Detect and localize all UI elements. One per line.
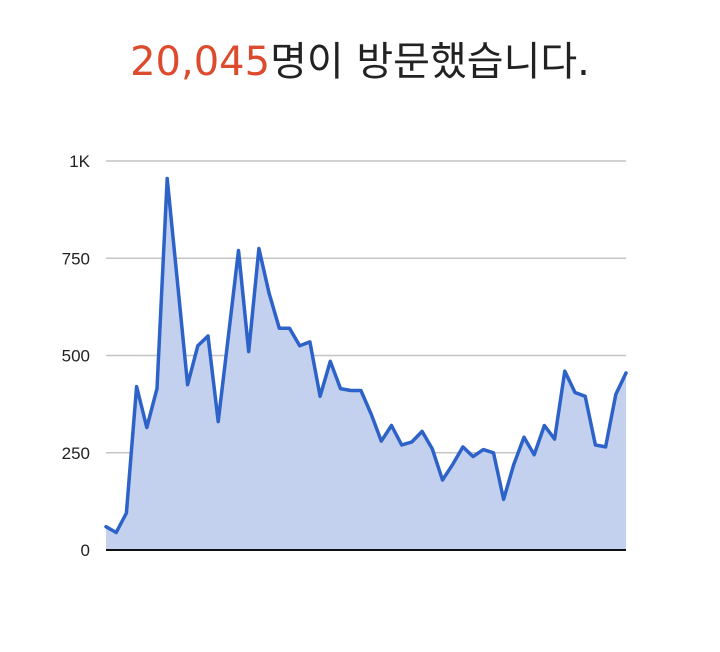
y-tick-label: 250 <box>62 444 90 463</box>
y-axis-ticks: 0 250 500 750 1K <box>62 152 91 560</box>
y-tick-label: 750 <box>62 249 90 268</box>
y-tick-label: 0 <box>81 541 90 560</box>
series-line <box>104 176 628 535</box>
headline: 20,045명이 방문했습니다. <box>0 34 720 90</box>
y-tick-label: 500 <box>62 347 90 366</box>
headline-suffix: 명이 방문했습니다. <box>270 39 590 85</box>
y-tick-label: 1K <box>69 152 90 171</box>
visitor-count: 20,045 <box>130 39 271 85</box>
series-area <box>106 178 626 550</box>
